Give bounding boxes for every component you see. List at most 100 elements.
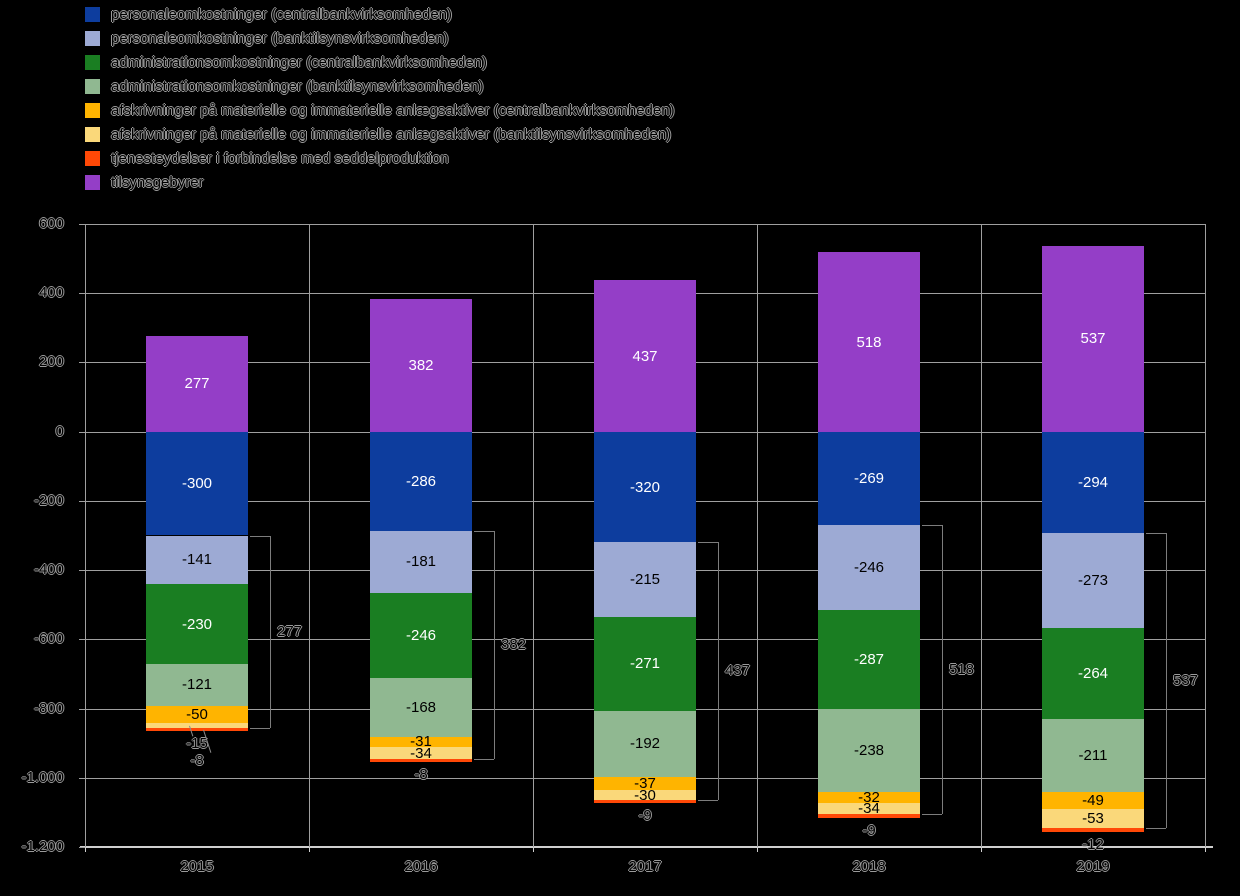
legend-item-label: personaleomkostninger (banktilsynsvirkso…	[111, 30, 449, 47]
bar-segment	[1042, 809, 1144, 828]
bracket-vertical-line	[494, 530, 495, 760]
bar-value-label: -294	[1077, 474, 1109, 492]
bar-value-label: -320	[629, 478, 661, 496]
bracket-total-label: 277	[277, 622, 303, 640]
x-axis-tick	[1205, 847, 1206, 852]
bar-segment	[594, 800, 696, 804]
legend-item: afskrivninger på materielle og immaterie…	[85, 102, 675, 119]
bar-value-label: -49	[1082, 792, 1104, 810]
legend-item: personaleomkostninger (centralbankvirkso…	[85, 6, 675, 23]
y-axis-tick	[79, 709, 85, 710]
bar-value-label-outside: -8	[414, 765, 428, 783]
x-axis-category-label: 2015	[180, 858, 214, 875]
bar-segment	[146, 705, 248, 724]
y-axis-tick-label: 0	[55, 422, 64, 440]
legend-item: tjenesteydelser i forbindelse med seddel…	[85, 150, 675, 167]
bar-segment	[818, 709, 920, 792]
bar-value-label: -168	[405, 699, 437, 716]
gridline-vertical	[309, 224, 310, 847]
bar-segment	[1042, 431, 1144, 534]
bar-segment	[370, 530, 472, 594]
bar-segment	[594, 777, 696, 790]
bar-value-label: -264	[1077, 665, 1109, 683]
bar-value-label: -211	[1078, 747, 1108, 765]
bar-segment	[146, 335, 248, 432]
bar-value-label: 382	[408, 357, 434, 375]
y-axis-tick-label: -600	[33, 630, 64, 648]
y-axis-tick-label: -800	[33, 699, 64, 717]
bar-value-label: -34	[858, 800, 880, 818]
bracket-total-label: 382	[501, 635, 527, 653]
legend-item: tilsynsgebyrer	[85, 174, 675, 191]
bar-value-label: -32	[858, 788, 880, 806]
legend-item: administrationsomkostninger (banktilsyns…	[85, 78, 675, 95]
bar-segment	[818, 802, 920, 815]
bar-value-label-outside: -9	[862, 821, 876, 839]
x-axis-tick	[533, 847, 534, 852]
bracket-bottom-line	[698, 800, 718, 802]
legend-item: administrationsomkostninger (centralbank…	[85, 54, 675, 71]
legend-item-label: tjenesteydelser i forbindelse med seddel…	[111, 150, 449, 167]
bar-segment	[146, 535, 248, 585]
bar-value-label-outside: -9	[638, 807, 652, 825]
y-axis-tick-label: 400	[38, 284, 64, 302]
legend-swatch-icon	[85, 127, 100, 142]
bar-value-label: -141	[181, 551, 213, 569]
y-axis-tick-label: -400	[33, 561, 64, 579]
bar-value-label-outside: -8	[190, 752, 204, 770]
bar-segment	[1042, 719, 1144, 793]
x-axis-category-label: 2017	[628, 858, 662, 875]
legend-swatch-icon	[85, 79, 100, 94]
bar-value-label: -273	[1077, 572, 1109, 590]
y-axis-tick-label: -200	[33, 491, 64, 509]
bar-value-label: -181	[405, 553, 437, 571]
bar-segment	[146, 723, 248, 729]
bracket-top-line	[698, 542, 718, 544]
bar-segment	[594, 710, 696, 778]
bar-value-label: -287	[853, 651, 885, 669]
legend-item-label: afskrivninger på materielle og immaterie…	[111, 102, 675, 119]
bar-value-label: -230	[181, 615, 213, 633]
bar-value-label: 537	[1080, 330, 1106, 348]
x-axis-tick	[757, 847, 758, 852]
bar-segment	[594, 789, 696, 801]
bar-value-label: -31	[410, 733, 432, 751]
bar-value-label: -50	[186, 705, 208, 723]
bar-segment	[818, 814, 920, 818]
bar-value-label: -121	[181, 676, 213, 694]
bar-segment	[594, 616, 696, 711]
bar-value-label: -53	[1082, 809, 1104, 827]
legend-swatch-icon	[85, 55, 100, 70]
y-axis-tick	[79, 432, 85, 433]
bar-value-label-outside: -15	[186, 735, 208, 753]
legend-item: personaleomkostninger (banktilsynsvirkso…	[85, 30, 675, 47]
bar-segment	[818, 609, 920, 710]
bracket-bottom-line	[474, 759, 494, 761]
bar-segment	[1042, 827, 1144, 832]
bar-value-label: -215	[629, 571, 661, 589]
bracket-total-label: 518	[949, 660, 975, 678]
y-axis-tick	[79, 501, 85, 502]
bracket-bottom-line	[1146, 827, 1166, 829]
bracket-bottom-line	[250, 728, 270, 730]
bar-value-label: -238	[853, 741, 885, 759]
legend-swatch-icon	[85, 31, 100, 46]
y-axis-tick	[79, 847, 85, 848]
y-axis-tick-label: 600	[38, 215, 64, 232]
gridline-vertical	[1205, 224, 1206, 847]
y-axis-tick	[79, 224, 85, 225]
bar-value-label: -37	[634, 774, 656, 792]
x-axis-tick	[309, 847, 310, 852]
bar-segment	[1042, 533, 1144, 628]
x-axis-category-label: 2019	[1076, 858, 1110, 875]
legend-item-label: personaleomkostninger (centralbankvirkso…	[111, 6, 453, 23]
x-axis-line	[80, 846, 1213, 848]
x-axis-tick	[85, 847, 86, 852]
bar-segment	[146, 663, 248, 706]
x-axis-tick	[981, 847, 982, 852]
legend-item-label: administrationsomkostninger (banktilsyns…	[111, 78, 484, 95]
legend-swatch-icon	[85, 151, 100, 166]
bar-value-label-outside: -12	[1082, 835, 1104, 853]
legend-item-label: administrationsomkostninger (centralbank…	[111, 54, 488, 71]
gridline-horizontal	[85, 224, 1205, 225]
